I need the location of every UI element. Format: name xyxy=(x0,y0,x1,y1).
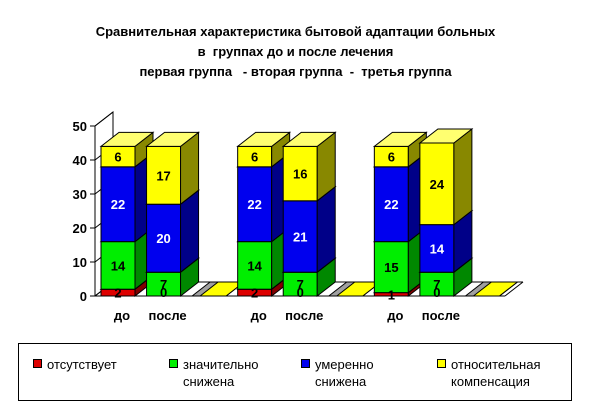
bar-4-relative xyxy=(281,131,337,202)
bar-3-significant-front xyxy=(237,241,273,290)
bar-3-relative xyxy=(236,131,292,168)
data-label-0-absent: 2 xyxy=(114,286,121,301)
data-label-7-relative: 24 xyxy=(430,177,445,192)
bar-4-relative-front xyxy=(282,145,318,202)
bar-0-significant-front xyxy=(100,241,136,290)
bar-4-relative-top xyxy=(281,131,337,147)
chart-title: Сравнительная характеристика бытовой ада… xyxy=(0,22,591,82)
chart-title-line-2: в группах до и после лечения xyxy=(197,44,394,59)
data-label-3-moderate: 22 xyxy=(247,197,261,212)
bar-1-relative-top xyxy=(145,131,201,147)
bar-6-relative-top xyxy=(372,131,428,147)
x-tick-label: после xyxy=(148,308,186,323)
data-label-0-moderate: 22 xyxy=(111,197,125,212)
data-label-1-relative: 17 xyxy=(156,168,170,183)
data-label-4-moderate: 21 xyxy=(293,230,307,245)
empty-slot-top xyxy=(471,281,519,297)
bar-1-relative xyxy=(145,131,201,206)
chart-bars xyxy=(99,127,519,298)
bar-7-relative-side xyxy=(453,127,473,226)
data-label-0-relative: 6 xyxy=(114,150,121,165)
data-label-4-relative: 16 xyxy=(293,167,307,182)
data-label-6-relative: 6 xyxy=(388,150,395,165)
bar-7-relative xyxy=(418,127,474,226)
y-tick-label: 50 xyxy=(73,119,87,134)
data-label-3-significant: 14 xyxy=(247,258,262,273)
x-tick-label: до xyxy=(114,308,130,323)
legend-label-significant-2: снижена xyxy=(183,374,235,389)
y-tick-label: 10 xyxy=(73,255,87,270)
y-tick-label: 40 xyxy=(73,153,87,168)
data-label-7-moderate: 14 xyxy=(430,241,445,256)
x-tick-labels: до после до после до после xyxy=(114,308,460,323)
data-label-4-significant: 7 xyxy=(297,277,304,292)
data-label-6-absent: 1 xyxy=(388,287,395,302)
data-label-1-moderate: 20 xyxy=(156,231,170,246)
data-label-4-absent: 0 xyxy=(297,285,304,300)
x-tick-label: после xyxy=(285,308,323,323)
bar-0-relative xyxy=(99,131,155,168)
bar-7-relative-front xyxy=(419,142,455,226)
legend-label-relative-1: относительная xyxy=(451,357,541,372)
bar-7-relative-top xyxy=(418,128,474,144)
legend-swatch-significant xyxy=(169,359,178,368)
chart-title-line-3: первая группа - вторая группа - третья г… xyxy=(139,64,452,79)
data-label-1-absent: 0 xyxy=(160,285,167,300)
bar-7-moderate-front xyxy=(419,224,455,273)
data-label-0-significant: 14 xyxy=(111,258,126,273)
bar-4-moderate-side xyxy=(316,185,336,274)
bar-1-moderate xyxy=(145,189,201,274)
legend-label-significant-1: значительно xyxy=(183,357,259,372)
legend-label-moderate-1: умеренно xyxy=(315,357,374,372)
bar-1-relative-front xyxy=(146,145,182,205)
bar-3-relative-top xyxy=(236,131,292,147)
bar-6-significant-front xyxy=(373,241,409,294)
chart-title-line-1: Сравнительная характеристика бытовой ада… xyxy=(95,24,496,39)
legend-label-absent: отсутствует xyxy=(47,357,117,372)
floor-right-edge xyxy=(504,281,524,297)
x-tick-label: после xyxy=(422,308,460,323)
bar-3-moderate-front xyxy=(237,166,273,243)
y-tick-depth xyxy=(94,111,114,127)
legend-swatch-absent xyxy=(33,359,42,368)
legend-label-relative-2: компенсация xyxy=(451,374,530,389)
x-tick-label: до xyxy=(251,308,267,323)
y-tick-label: 20 xyxy=(73,221,87,236)
y-tick-label: 0 xyxy=(80,289,87,304)
legend-swatch-relative xyxy=(437,359,446,368)
data-label-6-significant: 15 xyxy=(384,260,398,275)
legend-label-moderate-2: снижена xyxy=(315,374,367,389)
y-tick-label: 30 xyxy=(73,187,87,202)
data-label-7-absent: 0 xyxy=(433,285,440,300)
bar-0-relative-top xyxy=(99,131,155,147)
data-label-3-absent: 2 xyxy=(251,286,258,301)
x-tick-label: до xyxy=(387,308,403,323)
data-label-7-significant: 7 xyxy=(433,277,440,292)
bar-4-moderate-front xyxy=(282,200,318,273)
data-label-1-significant: 7 xyxy=(160,277,167,292)
data-label-6-moderate: 22 xyxy=(384,197,398,212)
bar-4-moderate xyxy=(281,185,337,274)
data-label-3-relative: 6 xyxy=(251,150,258,165)
chart-legend: отсутствует значительно снижена умеренно… xyxy=(18,343,572,401)
legend-swatch-moderate xyxy=(301,359,310,368)
